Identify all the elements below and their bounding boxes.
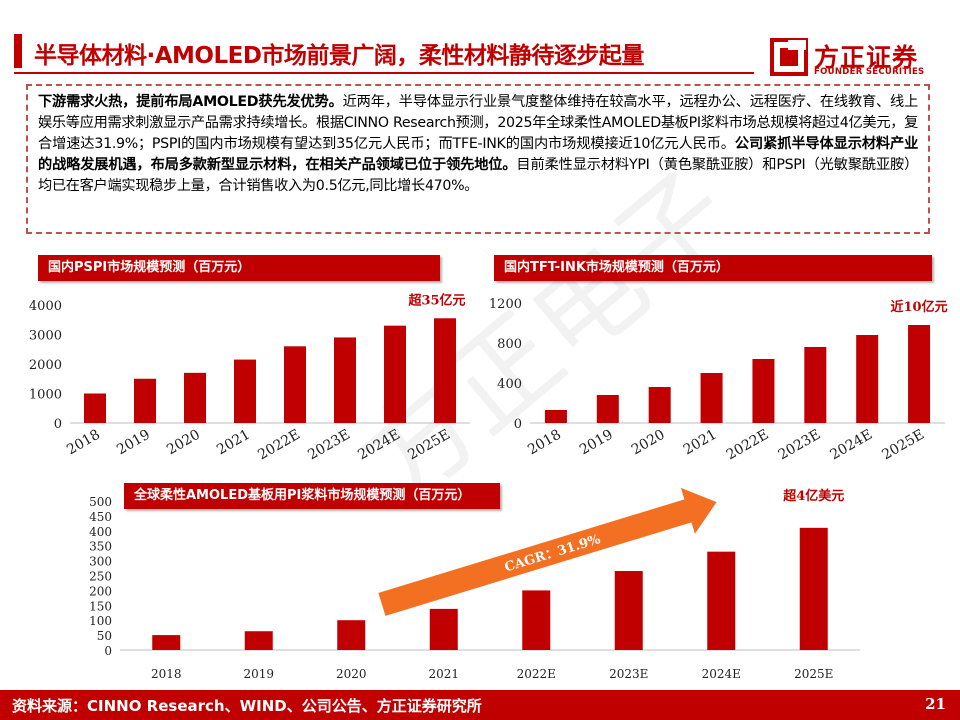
y-tick-label: 400 <box>89 525 112 539</box>
bar <box>244 631 273 650</box>
y-tick-label: 2000 <box>29 358 62 373</box>
y-tick-label: 0 <box>104 644 112 658</box>
bar <box>152 635 181 650</box>
x-tick-label: 2021 <box>681 427 720 459</box>
x-tick-label: 2023E <box>776 427 824 464</box>
bar <box>184 372 206 423</box>
x-tick-label: 2019 <box>577 427 616 459</box>
y-tick-label: 800 <box>497 337 522 352</box>
x-tick-label: 2024E <box>355 427 403 464</box>
y-tick-label: 0 <box>54 417 62 432</box>
summary-text-2: 目前柔性显示材料YPI（黄色聚酰亚胺）和PSPI（光敏聚酰亚胺）均已在客户端实现… <box>38 157 918 194</box>
bar <box>908 325 931 423</box>
x-tick-label: 2025E <box>794 667 833 681</box>
bar <box>614 571 643 650</box>
y-tick-label: 350 <box>89 540 112 554</box>
bar <box>648 387 671 423</box>
x-tick-label: 2024E <box>702 667 741 681</box>
x-tick-label: 2019 <box>114 427 153 459</box>
bar <box>284 346 306 423</box>
x-tick-label: 2020 <box>336 667 367 681</box>
bar <box>707 551 736 650</box>
y-tick-label: 250 <box>89 570 112 584</box>
bar <box>596 395 619 423</box>
logo-text-cn: 方正证券 <box>814 43 919 72</box>
bar <box>434 318 456 423</box>
y-tick-label: 400 <box>497 377 522 392</box>
bar <box>752 359 775 423</box>
x-tick-label: 2018 <box>525 427 564 459</box>
x-tick-label: 2022E <box>255 427 303 464</box>
chart-annotation: 近10亿元 <box>891 299 948 315</box>
summary-text-1: 近两年，半导体显示行业景气度整体维持在较高水平，远程办公、远程医疗、在线教育、线… <box>38 94 918 152</box>
chart-global-pi-title: 全球柔性AMOLED基板用PI浆料市场规模预测（百万元） <box>124 483 500 509</box>
bar <box>384 325 406 423</box>
page-number: 21 <box>925 695 946 713</box>
summary-box: 下游需求火热，提前布局AMOLED获先发优势。近两年，半导体显示行业景气度整体维… <box>26 84 930 234</box>
y-tick-label: 1200 <box>490 297 522 312</box>
source-note: 资料来源：CINNO Research、WIND、公司公告、方正证券研究所 <box>12 697 482 715</box>
bar <box>334 337 356 423</box>
y-tick-label: 200 <box>89 584 112 598</box>
logo-text-en: FOUNDER SECURITIES <box>814 67 925 77</box>
chart-tftink-title: 国内TFT-INK市场规模预测（百万元） <box>494 255 932 281</box>
x-tick-label: 2021 <box>428 667 459 681</box>
bar <box>84 393 106 423</box>
y-tick-label: 1000 <box>29 388 62 403</box>
bar <box>429 608 458 650</box>
bar <box>856 335 879 423</box>
founder-logo-icon <box>770 38 808 76</box>
x-tick-label: 2025E <box>879 427 927 464</box>
x-tick-label: 2018 <box>151 667 182 681</box>
y-tick-label: 300 <box>89 555 112 569</box>
cagr-arrow-shape <box>378 487 717 616</box>
bar <box>522 590 551 650</box>
y-tick-label: 4000 <box>29 299 62 314</box>
x-tick-label: 2022E <box>724 427 772 464</box>
bar <box>234 359 256 423</box>
bar <box>700 373 723 423</box>
bar <box>337 620 366 650</box>
page-title: 半导体材料·AMOLED市场前景广阔，柔性材料静待逐步起量 <box>34 43 644 69</box>
y-tick-label: 3000 <box>29 329 62 344</box>
x-tick-label: 2020 <box>629 427 668 459</box>
y-tick-label: 450 <box>89 510 112 524</box>
title-accent-bar <box>14 34 22 68</box>
chart-annotation: 超35亿元 <box>408 292 465 308</box>
y-tick-label: 50 <box>97 629 112 643</box>
summary-bold-1: 下游需求火热，提前布局AMOLED获先发优势。 <box>38 94 343 110</box>
x-tick-label: 2021 <box>214 427 253 459</box>
summary-bold-2: 公司紧抓半导体显示材料产业的战略发展机遇，布局多款新型显示材料，在相关产品领域已… <box>38 136 919 173</box>
x-tick-label: 2023E <box>305 427 353 464</box>
y-tick-label: 0 <box>514 417 522 432</box>
x-tick-label: 2018 <box>64 427 103 459</box>
y-tick-label: 150 <box>89 599 112 613</box>
x-tick-label: 2025E <box>405 427 453 464</box>
y-tick-label: 500 <box>89 495 112 509</box>
x-tick-label: 2022E <box>517 667 556 681</box>
x-tick-label: 2023E <box>609 667 648 681</box>
company-logo: 方正证券 FOUNDER SECURITIES <box>770 38 940 82</box>
chart-pspi-title: 国内PSPI市场规模预测（百万元） <box>38 255 440 281</box>
bar <box>804 347 827 423</box>
bar <box>134 378 156 423</box>
bar <box>799 527 828 650</box>
chart-annotation: 超4亿美元 <box>783 488 844 504</box>
footer-bar: 资料来源：CINNO Research、WIND、公司公告、方正证券研究所 21 <box>0 690 960 720</box>
bar <box>544 410 567 423</box>
x-tick-label: 2019 <box>243 667 274 681</box>
title-underline <box>14 72 754 74</box>
x-tick-label: 2020 <box>164 427 203 459</box>
x-tick-label: 2024E <box>827 427 875 464</box>
y-tick-label: 100 <box>89 614 112 628</box>
